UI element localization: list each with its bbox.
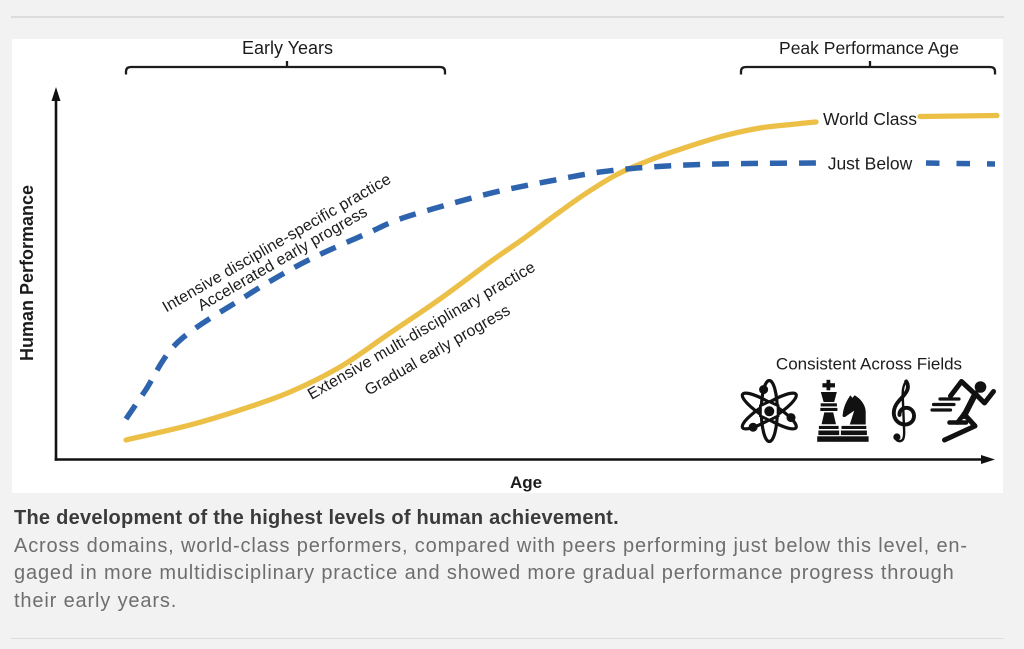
svg-text:Peak Performance Age: Peak Performance Age xyxy=(779,38,959,58)
svg-text:Intensive discipline-specific: Intensive discipline-specific practice xyxy=(160,171,395,316)
svg-text:World Class: World Class xyxy=(823,109,917,129)
svg-text:Early Years: Early Years xyxy=(242,38,333,58)
svg-text:Human Performance: Human Performance xyxy=(17,185,37,361)
svg-text:Accelerated early progress: Accelerated early progress xyxy=(195,204,371,315)
svg-text:Age: Age xyxy=(510,473,542,492)
svg-text:Extensive multi-disciplinary p: Extensive multi-disciplinary practice xyxy=(305,259,539,404)
svg-text:Consistent Across Fields: Consistent Across Fields xyxy=(776,355,962,374)
svg-text:Just Below: Just Below xyxy=(828,154,913,174)
